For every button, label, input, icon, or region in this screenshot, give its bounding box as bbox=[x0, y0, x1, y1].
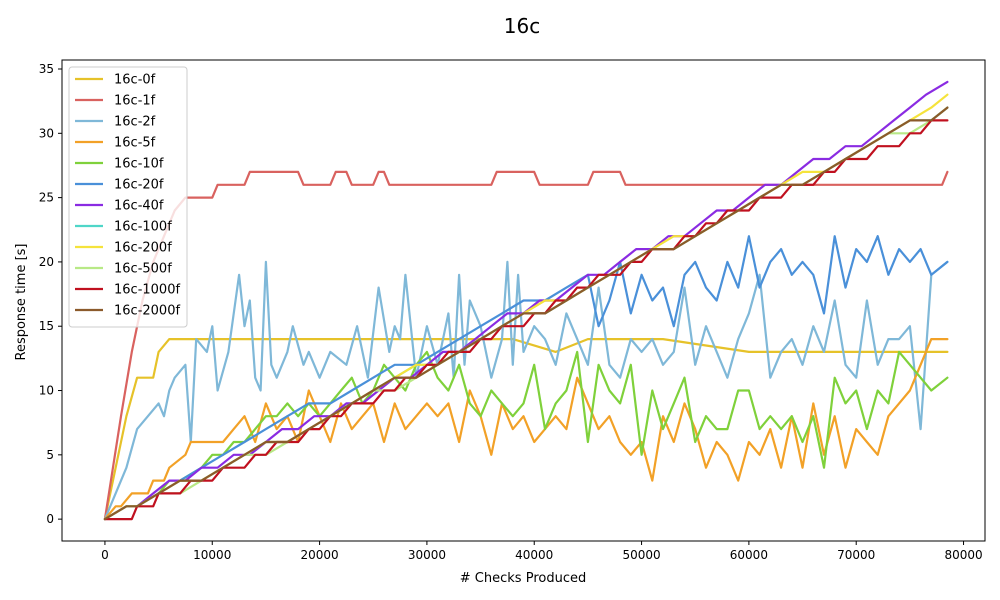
legend-entry: 16c-1000f bbox=[114, 283, 180, 298]
legend-entry: 16c-0f bbox=[114, 73, 156, 88]
legend: 16c-0f 16c-1f 16c-2f 16c-5f 16c-10f 16c-20f 16… bbox=[68, 66, 188, 328]
series-line-16c-20f bbox=[103, 235, 949, 521]
y-tick-label: 35 bbox=[39, 62, 54, 76]
y-tick-label: 15 bbox=[39, 319, 54, 333]
x-tick-label: 80000 bbox=[944, 548, 982, 562]
series-lines bbox=[103, 80, 949, 521]
legend-entry: 16c-20f bbox=[114, 178, 164, 193]
series-line-16c-10f bbox=[103, 350, 949, 521]
legend-entry: 16c-5f bbox=[114, 136, 156, 151]
legend-entry: 16c-2000f bbox=[114, 304, 180, 319]
plot-frame bbox=[61, 59, 986, 542]
series-line-16c-2000f bbox=[103, 106, 949, 521]
x-tick-label: 40000 bbox=[515, 548, 553, 562]
x-tick-label: 50000 bbox=[622, 548, 660, 562]
legend-entry: 16c-200f bbox=[114, 241, 172, 256]
legend-entry: 16c-40f bbox=[114, 199, 164, 214]
x-tick-label: 0 bbox=[101, 548, 109, 562]
series-line-16c-5f bbox=[103, 338, 949, 521]
series-line-16c-1000f bbox=[103, 119, 949, 521]
series-line-16c-0f bbox=[103, 338, 949, 521]
legend-box bbox=[68, 66, 188, 328]
x-tick-label: 70000 bbox=[837, 548, 875, 562]
x-tick-label: 20000 bbox=[300, 548, 338, 562]
x-tick-label: 10000 bbox=[193, 548, 231, 562]
x-axis-ticks: 0 10000 20000 30000 40000 50000 60000 70000 8000… bbox=[101, 541, 983, 562]
legend-entry: 16c-1f bbox=[114, 94, 156, 109]
y-axis-ticks: 0 5 10 15 20 25 30 35 bbox=[39, 62, 62, 526]
legend-entry: 16c-2f bbox=[114, 115, 156, 130]
y-tick-label: 0 bbox=[46, 512, 54, 526]
legend-entry: 16c-100f bbox=[114, 220, 172, 235]
legend-entry: 16c-10f bbox=[114, 157, 164, 172]
y-tick-label: 20 bbox=[39, 255, 54, 269]
y-tick-label: 25 bbox=[39, 191, 54, 205]
chart-title: 16c bbox=[504, 14, 540, 38]
x-tick-label: 30000 bbox=[408, 548, 446, 562]
y-tick-label: 30 bbox=[39, 126, 54, 140]
y-tick-label: 10 bbox=[39, 384, 54, 398]
x-tick-label: 60000 bbox=[730, 548, 768, 562]
legend-entry: 16c-500f bbox=[114, 262, 172, 277]
y-axis-label: Response time [s] bbox=[14, 244, 29, 361]
x-axis-label: # Checks Produced bbox=[460, 571, 586, 586]
y-tick-label: 5 bbox=[46, 448, 54, 462]
